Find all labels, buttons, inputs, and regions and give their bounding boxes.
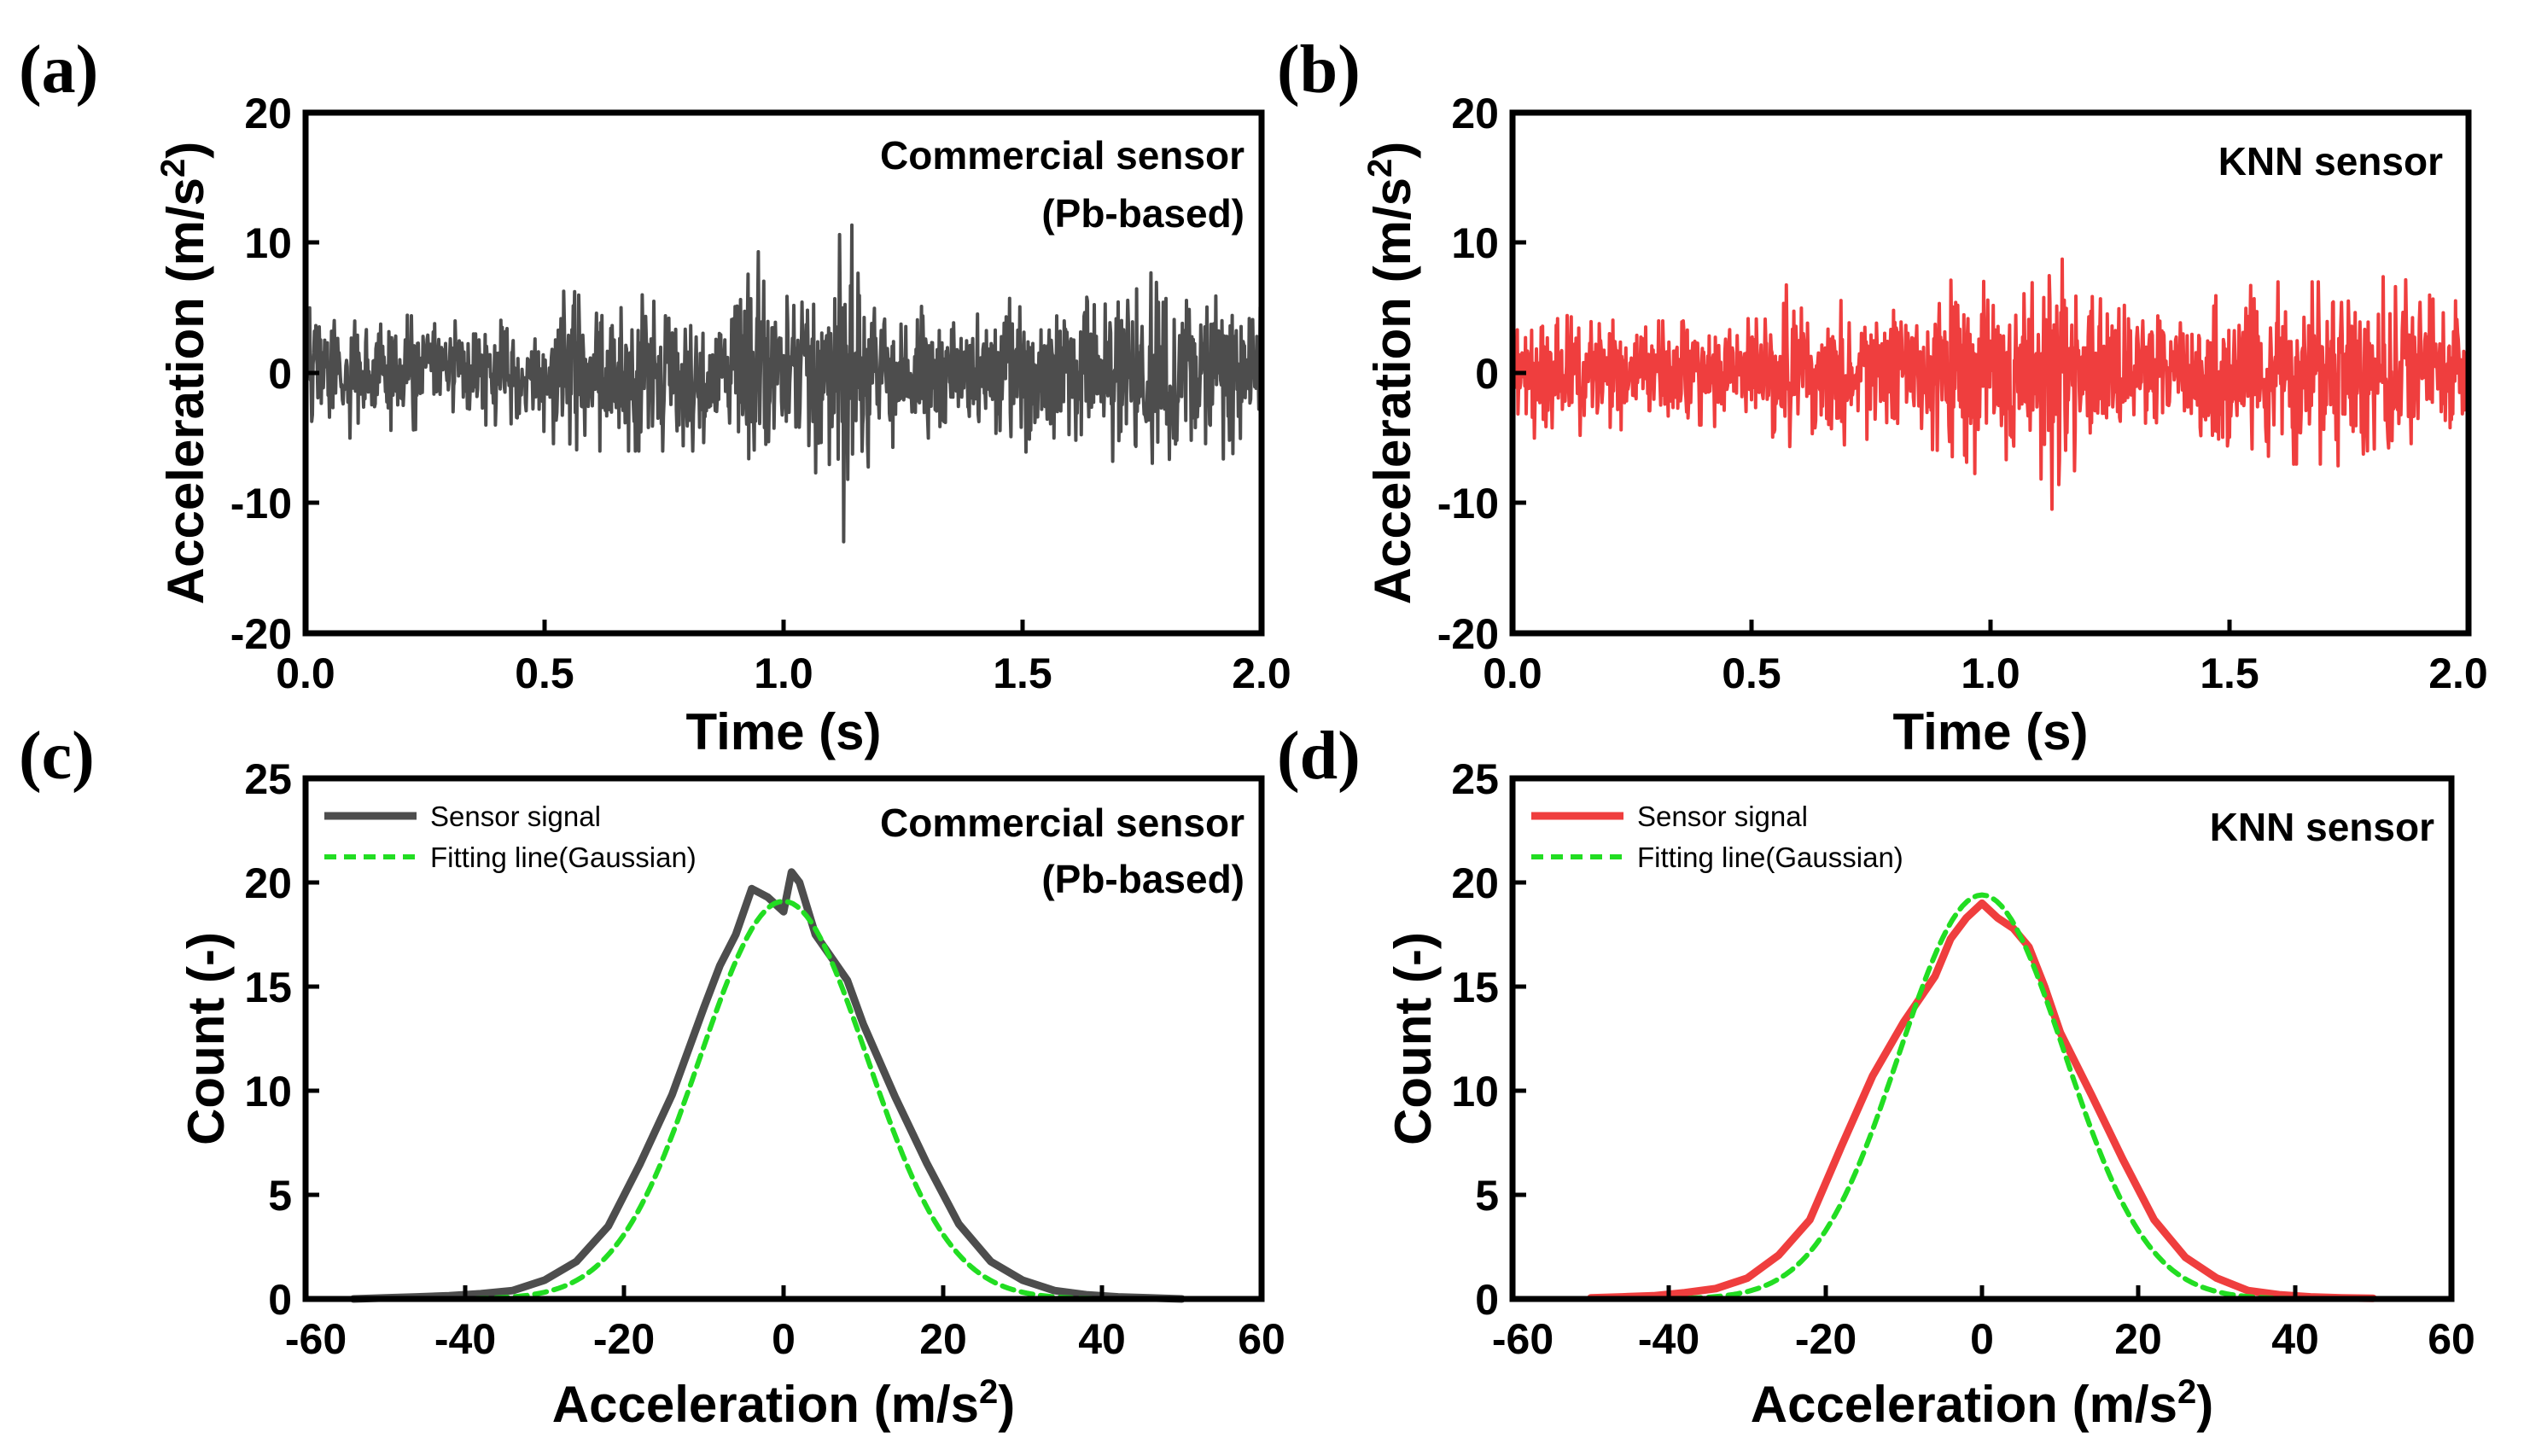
signal-line (1511, 257, 2470, 511)
y-tick-label: 10 (1451, 1068, 1499, 1115)
x-tick-label: 1.5 (993, 649, 1052, 697)
legend-label: Fitting line(Gaussian) (1637, 842, 1903, 873)
y-axis-title-b: Acceleration (m/s2) (1361, 142, 1421, 604)
x-axis-title-b: Time (s) (1893, 703, 2089, 760)
y-axis-ticks-a: 20 10 0 -10 -20 (230, 90, 319, 658)
signal-line (304, 223, 1263, 544)
x-tick-label: -20 (593, 1315, 655, 1363)
annotation-line-2-c: (Pb-based) (1041, 857, 1245, 901)
x-tick-label: 40 (2271, 1315, 2319, 1363)
legend-d: Sensor signal Fitting line(Gaussian) (1531, 801, 1903, 873)
y-tick-label: 20 (1451, 859, 1499, 907)
histogram-lines-c (349, 868, 1186, 1303)
x-tick-label: -60 (285, 1315, 347, 1363)
panel-b: (b) 20 10 0 -10 -20 0.0 0.5 1.0 1.5 2.0 … (1277, 32, 2488, 760)
x-tick-label: 20 (2114, 1315, 2162, 1363)
x-tick-label: -40 (434, 1315, 496, 1363)
panel-c: (c) 25 20 15 10 5 0 -60 -40 -20 0 20 40 (19, 719, 1285, 1433)
y-axis-ticks-b: 20 10 0 -10 -20 (1437, 90, 1526, 658)
x-tick-label: 60 (1238, 1315, 1285, 1363)
signal-trace-a (304, 223, 1263, 544)
y-tick-label: 0 (1475, 350, 1499, 398)
y-tick-label: 5 (268, 1172, 292, 1220)
x-axis-ticks-b: 0.0 0.5 1.0 1.5 2.0 (1483, 620, 2488, 697)
panel-letter-a: (a) (19, 32, 98, 108)
x-tick-label: 1.0 (1961, 649, 2020, 697)
x-tick-label: 0 (1970, 1315, 1994, 1363)
annotation-line-1-c: Commercial sensor (880, 801, 1245, 845)
x-axis-ticks-c: -60 -40 -20 0 20 40 60 (285, 1285, 1285, 1363)
y-tick-label: -10 (230, 480, 292, 527)
series-fitting-line (1588, 892, 2376, 1302)
series-sensor-signal (349, 868, 1186, 1303)
annotation-line-1-b: KNN sensor (2218, 139, 2443, 183)
x-tick-label: 60 (2428, 1315, 2475, 1363)
x-tick-label: 0.0 (1483, 649, 1542, 697)
x-tick-label: 2.0 (1232, 649, 1291, 697)
x-tick-label: -40 (1638, 1315, 1699, 1363)
x-axis-ticks-a: 0.0 0.5 1.0 1.5 2.0 (276, 620, 1291, 697)
annotation-line-1-a: Commercial sensor (880, 133, 1245, 178)
y-tick-label: 15 (1451, 964, 1499, 1011)
x-tick-label: -20 (1795, 1315, 1857, 1363)
panel-a: (a) 20 10 0 -10 -20 0.0 0.5 1.0 1.5 2.0 … (19, 32, 1291, 760)
legend-label: Fitting line(Gaussian) (430, 842, 697, 873)
y-axis-title-d: Count (-) (1384, 932, 1442, 1145)
histogram-lines-d (1587, 892, 2377, 1302)
x-tick-label: 0 (772, 1315, 796, 1363)
y-tick-label: 20 (244, 90, 292, 137)
x-tick-label: 40 (1078, 1315, 1126, 1363)
x-axis-title-a: Time (s) (686, 703, 882, 760)
y-tick-label: -20 (1437, 610, 1499, 658)
x-axis-title-d: Acceleration (m/s2) (1751, 1373, 2213, 1433)
y-tick-label: 25 (1451, 755, 1499, 803)
y-axis-ticks-d: 25 20 15 10 5 0 (1451, 755, 1526, 1324)
y-axis-title-a: Acceleration (m/s2) (154, 142, 214, 604)
x-tick-label: 20 (919, 1315, 967, 1363)
y-axis-title-c: Count (-) (178, 932, 235, 1145)
y-tick-label: 20 (1451, 90, 1499, 137)
y-tick-label: 0 (268, 350, 292, 398)
legend-c: Sensor signal Fitting line(Gaussian) (324, 801, 697, 873)
annotation-line-1-d: KNN sensor (2210, 805, 2434, 849)
x-axis-ticks-d: -60 -40 -20 0 20 40 60 (1492, 1285, 2475, 1363)
series-fitting-line (414, 899, 1153, 1302)
y-tick-label: 10 (1451, 219, 1499, 267)
series-sensor-signal (1587, 899, 2377, 1302)
y-tick-label: -20 (230, 610, 292, 658)
x-axis-title-c: Acceleration (m/s2) (552, 1373, 1015, 1433)
y-tick-label: 5 (1475, 1172, 1499, 1220)
x-tick-label: 0.0 (276, 649, 335, 697)
legend-label: Sensor signal (1637, 801, 1808, 832)
y-tick-label: -10 (1437, 480, 1499, 527)
y-tick-label: 10 (244, 219, 292, 267)
y-tick-label: 0 (268, 1276, 292, 1324)
legend-label: Sensor signal (430, 801, 601, 832)
x-tick-label: 1.0 (754, 649, 813, 697)
y-tick-label: 10 (244, 1068, 292, 1115)
x-tick-label: -60 (1492, 1315, 1553, 1363)
signal-trace-b (1511, 257, 2470, 511)
panel-d: (d) 25 20 15 10 5 0 -60 -40 -20 0 20 40 (1277, 719, 2475, 1433)
y-tick-label: 0 (1475, 1276, 1499, 1324)
x-tick-label: 2.0 (2428, 649, 2488, 697)
y-tick-label: 25 (244, 755, 292, 803)
annotation-line-2-a: (Pb-based) (1041, 191, 1245, 236)
y-tick-label: 15 (244, 964, 292, 1011)
x-tick-label: 1.5 (2200, 649, 2259, 697)
panel-letter-c: (c) (19, 719, 95, 794)
panel-letter-b: (b) (1277, 32, 1361, 108)
y-axis-ticks-c: 25 20 15 10 5 0 (244, 755, 319, 1324)
panel-letter-d: (d) (1277, 719, 1361, 794)
x-tick-label: 0.5 (1722, 649, 1781, 697)
x-tick-label: 0.5 (515, 649, 574, 697)
y-tick-label: 20 (244, 859, 292, 907)
